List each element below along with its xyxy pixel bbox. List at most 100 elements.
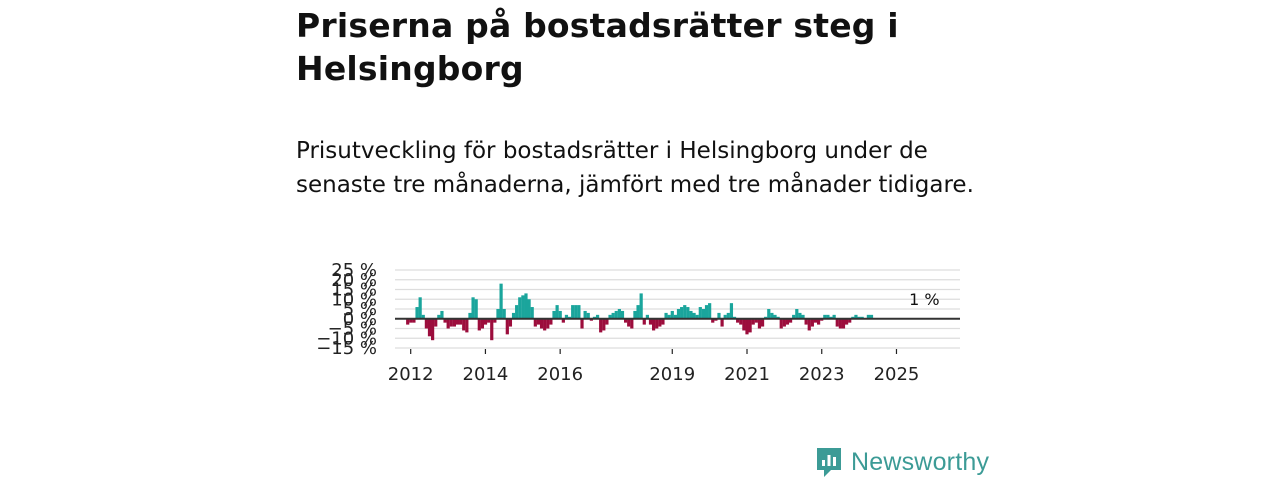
bar bbox=[748, 318, 752, 333]
bar bbox=[583, 310, 587, 319]
x-tick-label: 2023 bbox=[799, 364, 845, 385]
bar bbox=[614, 310, 618, 319]
bar bbox=[661, 318, 665, 325]
bar bbox=[490, 318, 494, 341]
bar bbox=[754, 318, 758, 323]
bar bbox=[717, 312, 721, 319]
bar bbox=[515, 305, 519, 319]
bar bbox=[785, 318, 790, 325]
bar bbox=[655, 318, 659, 329]
bar bbox=[826, 314, 830, 319]
bar bbox=[421, 314, 425, 319]
bar bbox=[533, 318, 537, 327]
bar bbox=[807, 318, 811, 331]
bar bbox=[739, 318, 743, 325]
bar bbox=[633, 310, 637, 319]
x-tick-label: 2012 bbox=[388, 364, 434, 385]
bar bbox=[586, 312, 590, 319]
bar bbox=[683, 305, 687, 319]
bar bbox=[608, 314, 612, 319]
bar bbox=[617, 309, 621, 319]
bar bbox=[539, 318, 544, 329]
x-tick-label: 2019 bbox=[649, 364, 695, 385]
bar bbox=[652, 318, 656, 331]
bar bbox=[729, 303, 734, 319]
bar bbox=[437, 314, 441, 319]
bar bbox=[552, 310, 556, 319]
bar bbox=[676, 309, 681, 319]
bar bbox=[788, 318, 793, 323]
bar bbox=[816, 318, 821, 325]
bar bbox=[424, 318, 428, 329]
x-axis-labels: 2012 2014 2016 2019 2021 2023 2025 bbox=[388, 349, 920, 385]
bar bbox=[431, 318, 435, 341]
bar bbox=[648, 318, 653, 325]
bar bbox=[645, 314, 649, 319]
chart-subtitle: Prisutveckling för bostadsrätter i Helsi… bbox=[296, 138, 974, 198]
bar bbox=[521, 295, 525, 319]
bar bbox=[627, 318, 631, 327]
bar bbox=[736, 318, 740, 323]
bar bbox=[502, 309, 506, 319]
bar bbox=[459, 318, 463, 325]
bar bbox=[680, 307, 684, 319]
bar bbox=[854, 314, 858, 319]
bar bbox=[760, 318, 765, 327]
chart-title: Priserna på bostadsrätter steg i Helsing… bbox=[296, 6, 899, 88]
bar bbox=[496, 309, 500, 319]
bar bbox=[848, 318, 852, 323]
bar bbox=[664, 312, 668, 319]
bar bbox=[801, 314, 805, 319]
bar bbox=[493, 318, 497, 323]
y-tick-label: −15 % bbox=[316, 338, 377, 359]
bar bbox=[527, 299, 531, 319]
y-tick-label: 25 % bbox=[331, 260, 377, 281]
bar bbox=[524, 293, 528, 319]
bar bbox=[636, 305, 640, 319]
bar bbox=[505, 318, 509, 335]
bar bbox=[409, 318, 413, 323]
bar bbox=[642, 318, 646, 325]
bar bbox=[549, 318, 553, 325]
bar bbox=[561, 318, 565, 323]
bar bbox=[667, 314, 671, 319]
y-tick-label: 20 % bbox=[331, 270, 377, 291]
y-tick-label: −5 % bbox=[328, 319, 377, 340]
x-tick-label: 2016 bbox=[537, 364, 583, 385]
bar bbox=[689, 310, 693, 319]
bar bbox=[757, 318, 762, 329]
bar bbox=[577, 305, 581, 319]
bar bbox=[580, 318, 584, 329]
bar bbox=[810, 318, 814, 327]
bar bbox=[838, 318, 842, 329]
bar bbox=[546, 318, 550, 329]
y-tick-label: 5 % bbox=[343, 299, 377, 320]
bar bbox=[599, 318, 603, 333]
bar bbox=[508, 318, 513, 327]
brand-name: Newsworthy bbox=[851, 447, 990, 476]
bar bbox=[795, 309, 799, 319]
bar bbox=[412, 318, 416, 323]
bar bbox=[782, 318, 786, 327]
bar bbox=[742, 318, 746, 331]
bar bbox=[487, 318, 491, 323]
bar bbox=[711, 318, 715, 323]
bar bbox=[686, 307, 690, 319]
bar bbox=[779, 318, 783, 329]
bars-layer bbox=[406, 283, 874, 341]
bar bbox=[773, 314, 777, 319]
bar bbox=[465, 318, 469, 333]
bar bbox=[751, 318, 755, 325]
bar bbox=[726, 312, 730, 319]
bar bbox=[558, 310, 562, 319]
bar bbox=[455, 318, 460, 325]
bar bbox=[415, 307, 419, 319]
bar bbox=[866, 314, 870, 319]
bar bbox=[695, 314, 699, 319]
bar bbox=[462, 318, 466, 331]
bar bbox=[698, 307, 702, 319]
x-tick-label: 2025 bbox=[874, 364, 920, 385]
bar bbox=[518, 297, 522, 319]
bar bbox=[620, 310, 625, 319]
bar bbox=[499, 283, 503, 319]
